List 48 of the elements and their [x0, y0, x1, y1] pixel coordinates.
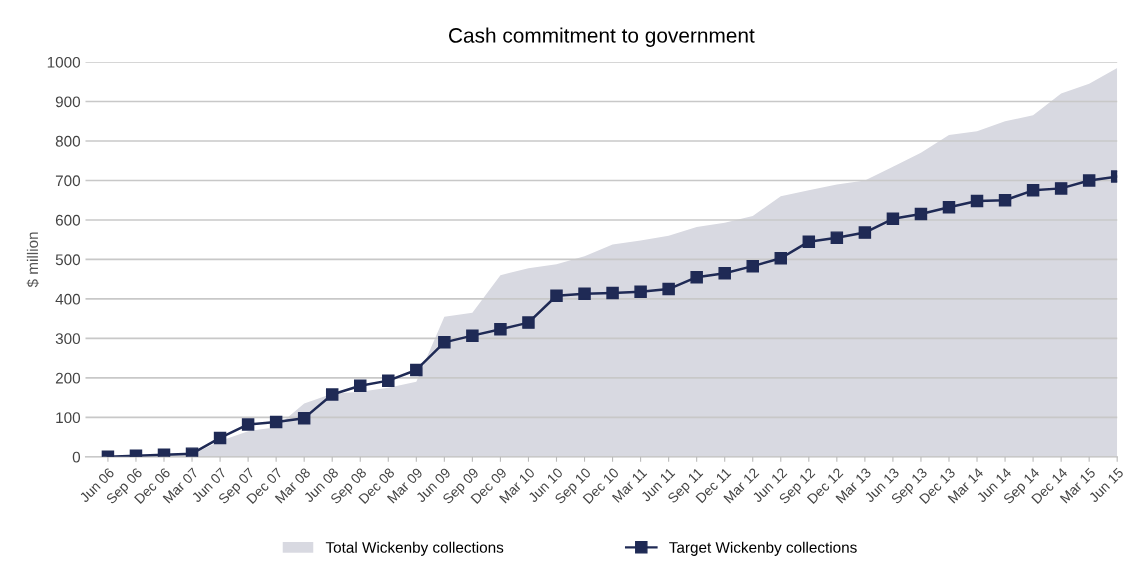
point	[410, 363, 423, 377]
point	[718, 267, 731, 280]
point	[1082, 174, 1096, 187]
legend-label: Target Wickenby collections	[669, 541, 857, 556]
y-tick-label: 100	[56, 412, 81, 424]
y-tick-label: 0	[72, 451, 81, 463]
point	[382, 374, 395, 387]
point	[858, 226, 872, 239]
point	[802, 235, 816, 248]
y-tick-label: 1000	[47, 56, 81, 68]
point	[998, 193, 1012, 207]
y-tick-label: 500	[55, 254, 81, 266]
y-tick-label: 600	[55, 214, 81, 226]
y-tick-label: 300	[55, 333, 81, 345]
legend-label: Total Wickenby collections	[325, 541, 504, 556]
point	[886, 212, 900, 226]
point	[297, 411, 311, 425]
point	[241, 418, 255, 431]
point	[213, 431, 227, 445]
point	[690, 270, 703, 284]
point	[1054, 182, 1068, 195]
point	[325, 388, 339, 401]
y-tick-label: 400	[55, 293, 81, 305]
point	[185, 447, 199, 457]
y-tick-label: 700	[55, 175, 81, 187]
point	[269, 415, 283, 429]
chart-title: Cash commitment to government	[449, 27, 755, 47]
point	[466, 329, 479, 342]
point	[438, 336, 451, 349]
point	[662, 282, 675, 296]
point	[970, 194, 984, 208]
y-tick-label: 800	[55, 135, 81, 147]
point	[606, 286, 619, 300]
point	[550, 289, 563, 303]
point	[494, 323, 507, 336]
y-tick-label: 900	[55, 96, 81, 108]
point	[942, 201, 956, 214]
point	[914, 207, 928, 221]
point	[1026, 184, 1040, 197]
point	[353, 379, 367, 393]
point	[634, 285, 647, 299]
point	[774, 252, 788, 265]
point	[746, 259, 759, 273]
y-axis-title: $ million	[26, 232, 39, 288]
y-tick-label: 200	[55, 372, 81, 384]
point	[578, 287, 591, 301]
point	[522, 316, 535, 329]
point	[830, 231, 844, 244]
